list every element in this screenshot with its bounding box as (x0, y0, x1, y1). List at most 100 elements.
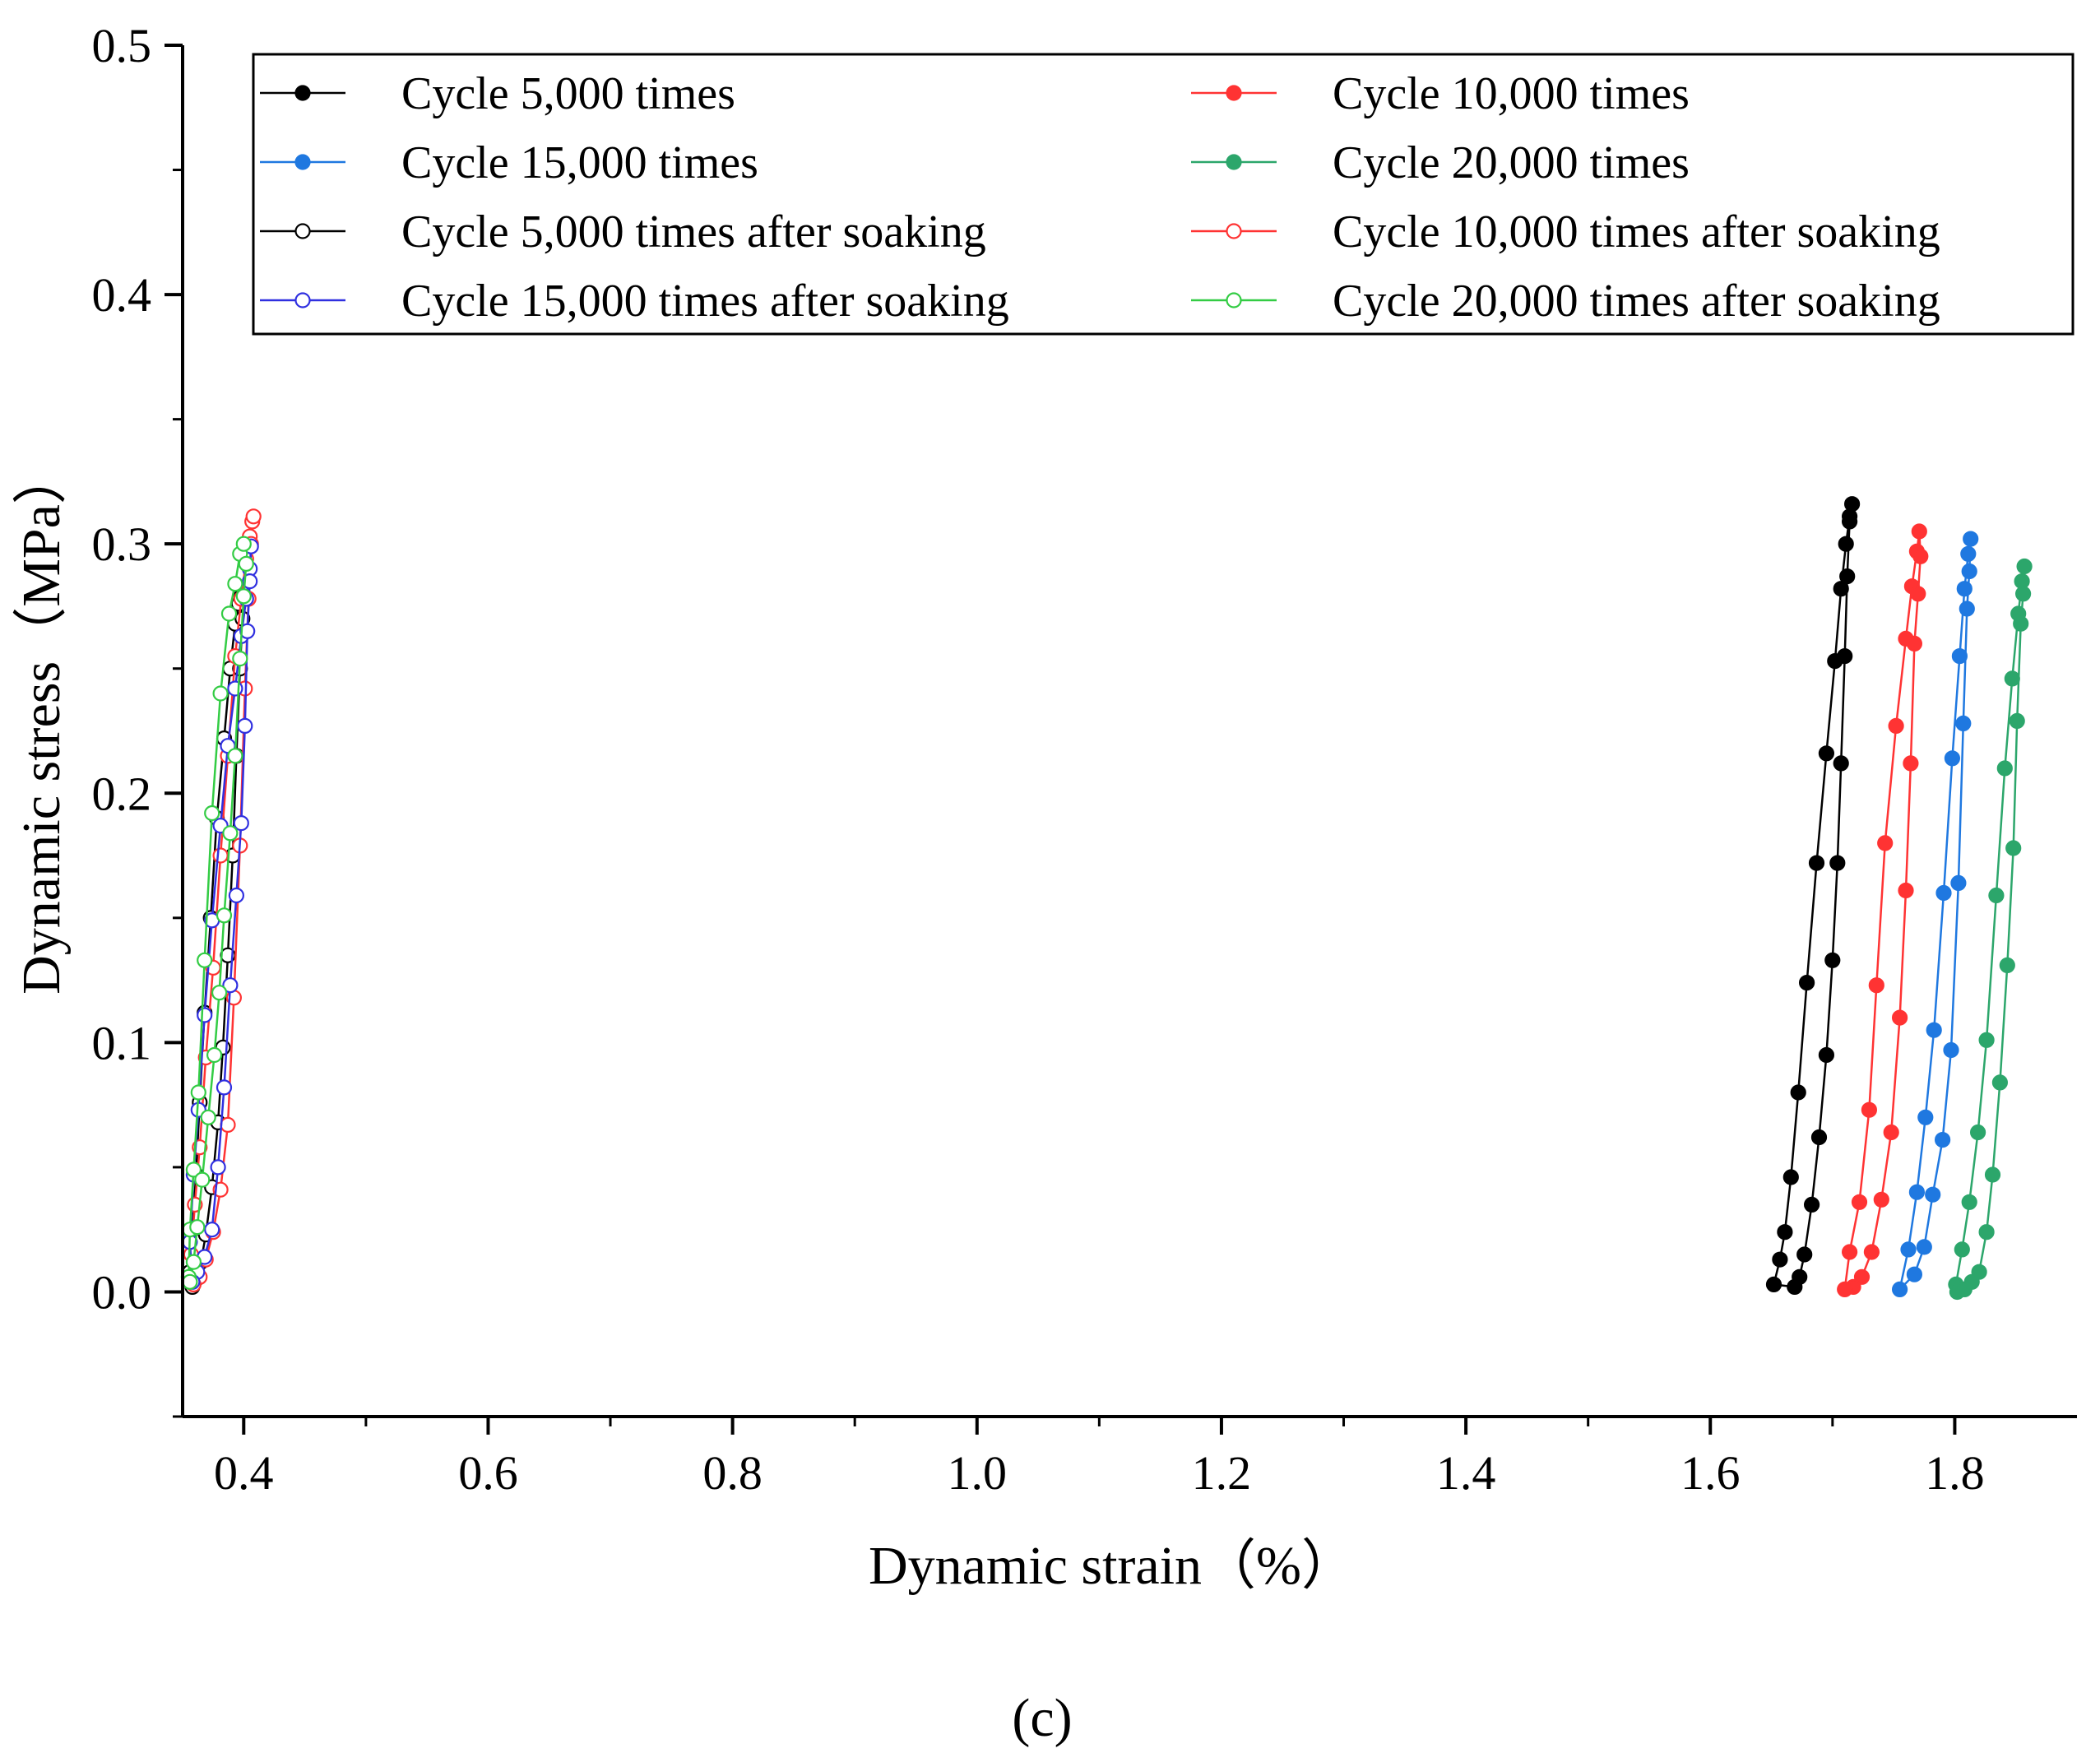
legend-item: Cycle 15,000 times (260, 137, 758, 188)
legend-label: Cycle 10,000 times (1333, 68, 1690, 119)
data-point (1818, 745, 1834, 762)
data-point (220, 1116, 236, 1134)
data-point (1949, 1283, 1965, 1301)
legend-item: Cycle 20,000 times (1191, 137, 1690, 188)
data-point (2004, 670, 2020, 687)
data-point (1883, 1124, 1899, 1141)
data-point (190, 1084, 206, 1101)
data-point (232, 650, 248, 667)
data-point (1926, 1022, 1942, 1038)
data-point (2013, 615, 2029, 632)
data-point (227, 576, 243, 592)
data-point (222, 977, 239, 994)
legend-item: Cycle 5,000 times (260, 68, 735, 119)
data-point (189, 1219, 206, 1236)
data-point (227, 748, 243, 764)
data-point (212, 685, 229, 702)
data-point (185, 1162, 202, 1178)
data-point (197, 952, 213, 968)
data-point (1824, 952, 1841, 968)
data-point (1978, 1032, 1995, 1048)
data-point (1799, 974, 1815, 991)
series-cycle-5-000-times (1765, 496, 1861, 1296)
data-point (185, 1254, 202, 1270)
data-point (1916, 1239, 1932, 1255)
data-point (1868, 977, 1884, 994)
y-tick-label: 0.3 (92, 517, 152, 571)
ticks: 0.4 0.6 0.8 1.0 1.2 1.4 1.6 1.8 0.0 0.1 0.2 0.3 0.4 0… (92, 19, 1985, 1500)
data-point (1838, 536, 1854, 552)
data-point (1935, 884, 1952, 902)
x-tick-label: 0.8 (702, 1446, 763, 1500)
data-point (1988, 887, 2005, 904)
series-cycle-15-000-times (1892, 531, 1979, 1298)
legend-label: Cycle 15,000 times after soaking (401, 276, 1009, 327)
x-tick-label: 1.0 (948, 1446, 1008, 1500)
data-point (1765, 1276, 1782, 1293)
legend-swatch-marker (1226, 85, 1242, 101)
data-point (204, 805, 220, 822)
data-point (1950, 874, 1967, 892)
data-point (235, 588, 252, 605)
data-point (2015, 586, 2032, 602)
data-point (182, 1273, 198, 1290)
data-point (206, 1046, 223, 1064)
data-point (211, 985, 228, 1001)
data-point (210, 1159, 226, 1176)
data-point (1842, 1244, 1858, 1260)
data-point (1839, 568, 1856, 585)
data-point (1961, 1194, 1977, 1210)
data-point (1861, 1101, 1877, 1118)
legend-item: Cycle 15,000 times after soaking (260, 276, 1009, 327)
data-point (1888, 717, 1904, 735)
data-point (1996, 760, 2013, 777)
data-point (1853, 1268, 1871, 1285)
data-point (222, 825, 239, 842)
data-point (1892, 1009, 1908, 1026)
data-point (1837, 647, 1853, 665)
data-point (1906, 635, 1922, 652)
data-point (216, 1079, 233, 1096)
data-point (1963, 531, 1979, 547)
data-point (1912, 548, 1929, 564)
legend-swatch-marker (294, 292, 311, 308)
legend-swatch-marker (294, 85, 311, 101)
data-point (245, 508, 262, 525)
data-point (1960, 545, 1977, 562)
panel-label: (c) (1012, 1688, 1072, 1748)
data-point (227, 680, 243, 697)
data-point (1999, 957, 2015, 974)
data-point (1877, 835, 1894, 851)
legend-item: Cycle 5,000 times after soaking (260, 206, 986, 257)
data-point (1911, 523, 1927, 540)
legend: Cycle 5,000 times Cycle 10,000 times Cycle… (252, 53, 2075, 336)
data-point (1908, 1184, 1925, 1200)
data-point (1978, 1224, 1995, 1241)
legend-label: Cycle 20,000 times after soaking (1333, 276, 1940, 327)
data-point (1898, 882, 1914, 899)
legend-swatch-marker (294, 154, 311, 170)
data-point (1954, 1241, 1970, 1258)
data-point (1796, 1246, 1813, 1263)
x-tick-label: 1.8 (1925, 1446, 1985, 1500)
legend-item: Cycle 20,000 times after soaking (1191, 276, 1940, 327)
y-tick-label: 0.4 (92, 268, 152, 322)
legend-label: Cycle 10,000 times after soaking (1333, 206, 1940, 257)
data-point (1951, 647, 1968, 665)
y-tick-label: 0.2 (92, 767, 152, 820)
data-point (1943, 1041, 1959, 1059)
data-point (1959, 601, 1975, 617)
data-point (1970, 1124, 1986, 1141)
data-point (212, 847, 229, 864)
data-point (2005, 840, 2022, 856)
legend-label: Cycle 20,000 times (1333, 137, 1690, 188)
axes (181, 45, 2077, 1418)
y-axis-title: Dynamic stress（MPa） (12, 450, 72, 995)
legend-swatch-marker (294, 223, 311, 239)
series-cycle-10-000-times (1837, 523, 1929, 1298)
data-point (1851, 1194, 1868, 1210)
legend-label: Cycle 5,000 times (401, 68, 735, 119)
data-point (1810, 1129, 1828, 1146)
legend-swatch-marker (1226, 292, 1242, 308)
